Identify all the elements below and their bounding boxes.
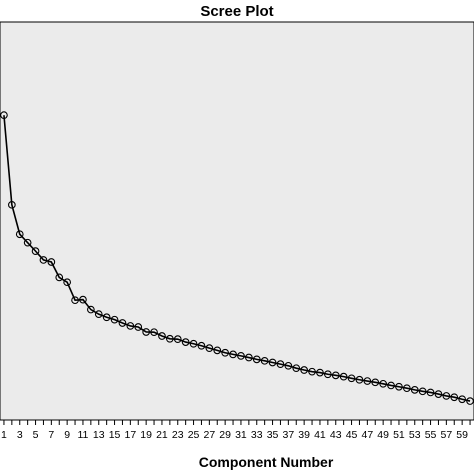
x-tick-label: 55 <box>425 429 437 441</box>
x-axis: 1 3 5 7 9 11 13 15 17 19 21 23 25 27 29 31 33 35 37 39 41 43 4… <box>1 420 471 441</box>
x-tick-label: 49 <box>377 429 389 441</box>
x-tick-label: 39 <box>298 429 310 441</box>
x-tick-label: 11 <box>77 429 88 441</box>
data-point <box>434 390 443 398</box>
x-tick-label: 27 <box>204 429 216 441</box>
data-point <box>245 353 253 362</box>
data-point <box>118 319 127 327</box>
data-point <box>31 247 40 255</box>
data-point <box>292 364 301 373</box>
data-point <box>260 356 269 365</box>
data-point <box>213 346 222 355</box>
x-tick-label: 37 <box>283 429 295 441</box>
data-point <box>276 360 285 368</box>
data-point <box>71 296 79 305</box>
x-tick-label: 25 <box>188 429 200 441</box>
x-tick-label: 21 <box>156 429 168 441</box>
data-point <box>410 386 419 394</box>
x-tick-label: 47 <box>362 429 374 441</box>
x-axis-label: Component Number <box>199 454 334 470</box>
data-point <box>158 332 166 340</box>
x-tick-label: 19 <box>140 429 152 441</box>
x-tick-label: 17 <box>125 429 137 441</box>
data-point <box>466 397 474 405</box>
data-point <box>142 328 150 336</box>
plot-area <box>0 21 474 421</box>
data-point <box>94 310 103 319</box>
data-point <box>284 361 293 370</box>
data-point <box>205 344 214 353</box>
data-point <box>442 392 451 400</box>
data-point <box>300 366 309 374</box>
data-point <box>387 381 395 390</box>
data-point <box>229 350 237 359</box>
data-point <box>8 200 16 209</box>
data-point <box>355 375 364 384</box>
data-point <box>47 258 56 266</box>
x-tick-label: 9 <box>64 429 70 441</box>
data-point <box>150 328 158 337</box>
x-tick-label: 3 <box>17 429 23 441</box>
x-tick-label: 57 <box>441 429 453 441</box>
data-point <box>403 384 411 393</box>
data-point <box>316 368 324 377</box>
data-point <box>324 370 332 379</box>
data-point <box>173 335 182 344</box>
data-point <box>371 378 380 387</box>
x-tick-label: 41 <box>314 429 326 441</box>
data-point <box>426 388 435 397</box>
x-tick-label: 43 <box>330 429 342 441</box>
data-point <box>102 313 111 322</box>
data-point <box>308 367 316 376</box>
data-point <box>23 238 32 247</box>
data-point <box>39 256 48 264</box>
data-point <box>15 230 24 239</box>
x-tick-label: 33 <box>251 429 263 441</box>
data-point <box>63 278 72 287</box>
chart-title: Scree Plot <box>200 3 273 20</box>
data-point <box>339 372 348 381</box>
data-point <box>166 334 174 343</box>
data-point <box>197 341 206 350</box>
x-tick-label: 15 <box>109 429 121 441</box>
data-point <box>252 355 261 364</box>
series-line <box>3 115 471 402</box>
x-tick-label: 53 <box>409 429 421 441</box>
data-point <box>126 322 135 330</box>
x-tick-label: 35 <box>267 429 279 441</box>
data-point <box>418 387 427 396</box>
data-point <box>221 348 229 357</box>
data-point <box>110 315 119 324</box>
data-point <box>331 371 340 380</box>
data-point <box>79 295 87 304</box>
x-tick-label: 5 <box>33 429 39 441</box>
data-point <box>379 379 388 388</box>
x-tick-label: 7 <box>48 429 54 441</box>
data-point <box>347 374 356 383</box>
data-point <box>450 393 459 402</box>
data-point <box>0 111 8 120</box>
series-group <box>0 111 474 405</box>
data-point <box>86 305 95 314</box>
x-tick-label: 51 <box>393 429 405 441</box>
data-point <box>189 339 198 348</box>
data-point <box>268 358 277 367</box>
data-point <box>395 382 403 391</box>
x-tick-label: 13 <box>93 429 105 441</box>
data-point <box>55 273 64 282</box>
x-tick-label: 23 <box>172 429 184 441</box>
data-point <box>458 395 467 404</box>
x-tick-label: 1 <box>1 429 7 441</box>
data-point <box>237 352 245 360</box>
data-point <box>363 377 372 385</box>
data-point <box>134 323 143 331</box>
x-tick-label: 59 <box>456 429 468 441</box>
data-point <box>181 338 190 346</box>
x-tick-label: 45 <box>346 429 358 441</box>
x-tick-label: 29 <box>219 429 231 441</box>
x-tick-label: 31 <box>235 429 247 441</box>
